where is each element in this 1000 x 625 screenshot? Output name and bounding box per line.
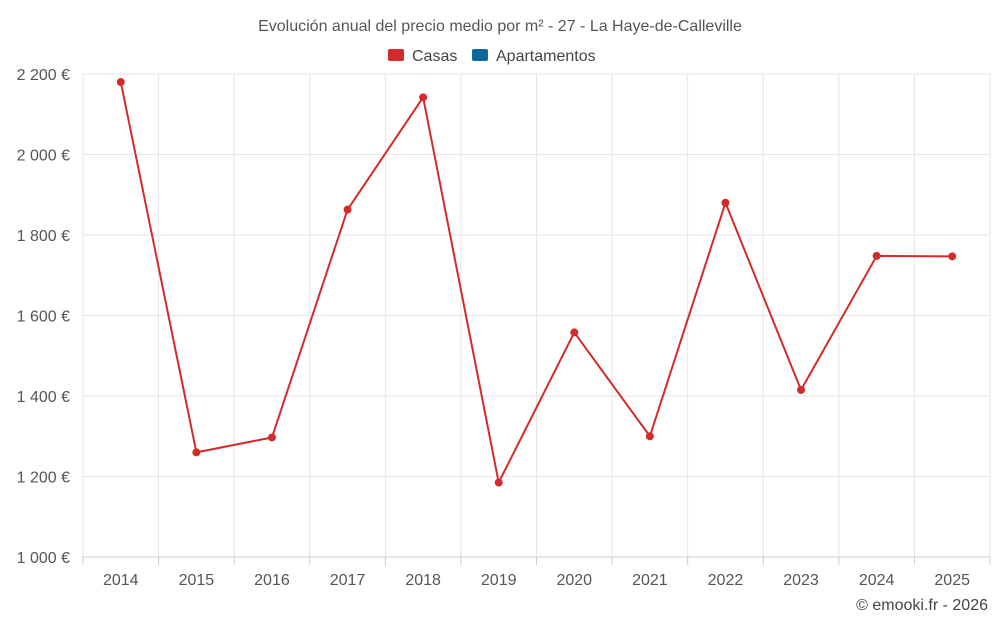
legend: Casas Apartamentos xyxy=(388,48,596,65)
data-point-casas-2018[interactable] xyxy=(419,93,428,102)
legend-label-casas: Casas xyxy=(412,48,457,65)
legend-label-apartamentos: Apartamentos xyxy=(496,48,596,65)
data-point-casas-2022[interactable] xyxy=(721,198,730,207)
x-tick-label: 2022 xyxy=(708,572,744,589)
data-point-casas-2014[interactable] xyxy=(116,78,125,87)
legend-swatch-casas xyxy=(388,49,404,61)
x-tick-label: 2019 xyxy=(481,572,517,589)
series-casas xyxy=(116,78,957,487)
data-point-casas-2025[interactable] xyxy=(948,252,957,261)
series-line-casas xyxy=(119,81,953,484)
x-tick-label: 2017 xyxy=(330,572,366,589)
y-tick-label: 1 400 € xyxy=(17,389,70,406)
x-tick-label: 2016 xyxy=(254,572,290,589)
y-tick-label: 2 200 € xyxy=(17,67,70,84)
x-tick-label: 2021 xyxy=(632,572,668,589)
x-axis: 2014 2015 2016 2017 2018 2019 2020 2021 2022 2023… xyxy=(82,556,991,589)
data-point-casas-2020[interactable] xyxy=(570,328,579,337)
x-tick-label: 2023 xyxy=(783,572,819,589)
x-tick-label: 2015 xyxy=(179,572,215,589)
data-point-casas-2023[interactable] xyxy=(797,385,806,394)
x-tick-label: 2014 xyxy=(103,572,139,589)
x-tick-label: 2025 xyxy=(934,572,970,589)
legend-item-apartamentos[interactable]: Apartamentos xyxy=(472,48,596,65)
y-tick-label: 2 000 € xyxy=(17,148,70,165)
x-tick-label: 2020 xyxy=(556,572,592,589)
data-point-casas-2017[interactable] xyxy=(343,205,352,214)
legend-item-casas[interactable]: Casas xyxy=(388,48,457,65)
y-tick-label: 1 800 € xyxy=(17,228,70,245)
credit-text: © emooki.fr - 2026 xyxy=(856,597,988,614)
data-point-casas-2015[interactable] xyxy=(192,448,201,457)
x-tick-label: 2018 xyxy=(405,572,441,589)
data-point-casas-2016[interactable] xyxy=(267,433,276,442)
data-point-casas-2021[interactable] xyxy=(645,432,654,441)
y-tick-label: 1 000 € xyxy=(17,550,70,567)
y-tick-label: 1 200 € xyxy=(17,470,70,487)
data-point-casas-2019[interactable] xyxy=(494,478,503,487)
legend-swatch-apartamentos xyxy=(472,49,488,61)
y-axis: 1 000 € 1 200 € 1 400 € 1 600 € 1 800 € 2 000… xyxy=(17,67,70,567)
x-tick-label: 2024 xyxy=(859,572,895,589)
grid xyxy=(82,73,991,558)
chart-title: Evolución anual del precio medio por m² … xyxy=(258,18,742,35)
data-point-casas-2024[interactable] xyxy=(872,251,881,260)
y-tick-label: 1 600 € xyxy=(17,309,70,326)
